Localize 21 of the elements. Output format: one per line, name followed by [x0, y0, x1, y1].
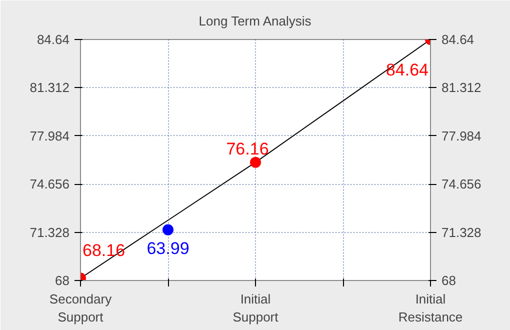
y2-tick-label: 68: [442, 273, 456, 288]
y-tick-label: 84.64: [36, 32, 70, 47]
y2-tick-label: 84.64: [442, 32, 474, 47]
y-tick-label: 68: [55, 273, 70, 288]
y2-tick-label: 71.328: [442, 224, 482, 240]
annotation: 63.99: [146, 238, 190, 258]
chart-title: Long Term Analysis: [198, 14, 312, 28]
y2-tick-label: 77.984: [442, 128, 482, 144]
data-label: 76.16: [226, 139, 269, 158]
y2-tick-label: 74.656: [442, 176, 482, 192]
y-tick-label: 77.984: [30, 128, 70, 144]
x-tick-label: Initial Support: [232, 292, 279, 324]
x-tick-label: Initial Resistance: [398, 292, 463, 324]
y2-tick-label: 81.312: [442, 80, 482, 96]
y-tick-label: 71.328: [30, 224, 70, 240]
y-tick-label: 74.656: [30, 176, 70, 192]
point: [162, 224, 174, 236]
y-tick-label: 81.312: [30, 80, 70, 96]
data-label: 68.16: [82, 241, 126, 260]
data-label: 84.64: [386, 60, 429, 80]
x-tick-label: Secondary Support: [49, 292, 112, 324]
